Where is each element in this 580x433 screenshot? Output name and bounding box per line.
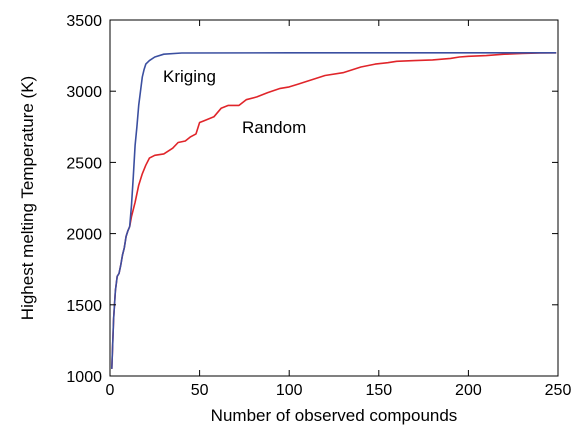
y-tick-label: 2000 (66, 227, 102, 244)
x-tick-label: 200 (455, 382, 482, 399)
series-line-kriging (111, 52, 557, 369)
x-tick-label: 250 (545, 382, 572, 399)
x-tick-label: 50 (191, 382, 209, 399)
y-tick-label: 3000 (66, 84, 102, 101)
series-label-random: Random (242, 118, 306, 137)
y-axis-label: Highest melting Temperature (K) (18, 76, 37, 320)
plot-area: 0 50 100 150 200 250 1000 1500 2000 2500 3000 3500 (66, 13, 571, 399)
y-tick-label: 3500 (66, 13, 102, 30)
series-line-random (111, 52, 557, 369)
x-tick-label: 100 (276, 382, 303, 399)
y-tick-label: 1000 (66, 369, 102, 386)
plot-frame (109, 19, 559, 377)
x-tick-label: 150 (365, 382, 392, 399)
series-label-kriging: Kriging (163, 67, 216, 86)
x-axis-label: Number of observed compounds (211, 406, 458, 425)
y-tick-label: 1500 (66, 298, 102, 315)
tick-layer: 0 50 100 150 200 250 1000 1500 2000 2500 3000 3500 (66, 13, 571, 399)
x-tick-label: 0 (106, 382, 115, 399)
y-tick-label: 2500 (66, 155, 102, 172)
series-layer (111, 52, 557, 369)
